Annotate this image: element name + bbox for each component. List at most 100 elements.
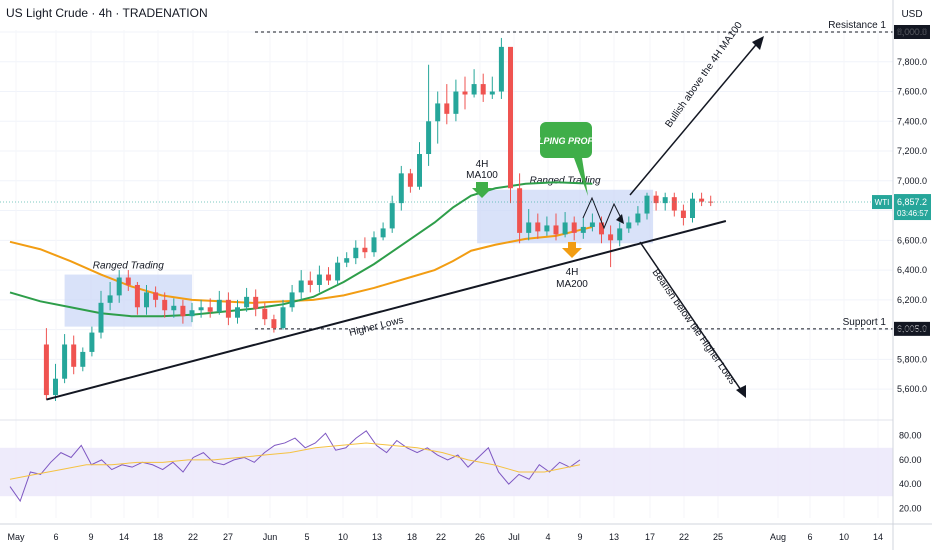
candle-body [435,103,441,122]
time-tick: Jun [263,532,278,542]
candle-body [171,305,177,311]
candle-body [562,222,568,235]
candle-body [608,234,614,241]
time-tick: 18 [407,532,417,542]
price-tag-bg [894,194,931,221]
candle-body [344,258,350,263]
candle-body [71,344,77,367]
ma200-marker [562,242,582,258]
candle-body [708,201,714,203]
time-tick: 9 [577,532,582,542]
candle-body [498,46,504,92]
higher-lows-trendline [46,220,727,401]
candle-body [307,280,313,285]
ma100-marker [472,182,492,198]
candle-body [580,226,586,233]
bullish-arrow [629,39,761,196]
rsi-tick: 60.00 [899,455,922,465]
candle-body [116,277,122,296]
candle-body [517,188,523,233]
candle-body [553,225,559,235]
candle-body [262,308,268,320]
candle-body [398,173,404,204]
candle-body [699,198,705,202]
time-tick: May [7,532,25,542]
level-tag-bg [894,25,930,39]
candle-body [635,213,641,223]
candle-body [335,262,341,281]
candle-body [362,247,368,253]
candle-body [144,292,149,308]
symbol-tag-bg [872,195,892,210]
time-tick: 26 [475,532,485,542]
time-tick: 22 [188,532,198,542]
level-tag: 8,000.0 [897,27,927,37]
candle-body [180,305,186,317]
range-label: Ranged Trading [530,176,601,187]
rsi-ma-line [9,442,581,480]
candle-body [571,222,577,233]
zigzag-projection [582,196,623,230]
time-tick: 6 [807,532,812,542]
candle-body [380,228,386,238]
rsi-tick: 20.00 [899,503,922,513]
time-tick: 25 [713,532,723,542]
support-resistance-levels: Resistance 1 8,000.0 Support 1 6,005.0 [255,20,930,336]
candle-body [426,121,432,155]
candle-body [280,307,286,329]
candle-body [207,307,213,312]
candle-body [189,310,195,317]
scalping-callout [540,122,592,196]
time-tick: 13 [609,532,619,542]
candle-body [289,292,295,308]
bullish-arrow-head [752,36,764,50]
candle-body [480,84,486,95]
rsi-line [9,430,581,503]
level-tag: 6,005.0 [897,324,927,334]
candles [43,37,714,402]
ma200-line [9,225,593,304]
candle-body [244,296,250,308]
candle-body [471,84,477,95]
candle-body [589,222,595,227]
candle-body [153,292,159,300]
price-tick: 6,000.0 [897,325,927,335]
zigzag-arrow-head [616,214,624,224]
time-tick: 10 [338,532,348,542]
price-tick: 7,000.0 [897,176,927,186]
currency-label: USD [901,9,922,20]
candle-body [690,198,695,218]
candle-body [671,197,677,211]
candle-body [326,274,331,281]
time-tick: 13 [372,532,382,542]
time-tick: 9 [88,532,93,542]
rsi-tick: 80.00 [899,431,922,441]
time-tick: 22 [679,532,689,542]
candle-body [599,222,604,235]
price-tick: 7,200.0 [897,146,927,156]
price-tick: 6,600.0 [897,235,927,245]
ma100-label-1: 4H [476,159,489,170]
candle-body [680,210,686,218]
candle-body [444,103,450,114]
price-tick: 7,600.0 [897,87,927,97]
last-price-tag: WTI 6,857.2 03:46:57 [0,194,931,221]
candle-body [453,91,459,114]
bearish-arrow [639,241,744,394]
chart-title: US Light Crude · 4h · TRADENATION [6,6,208,20]
candle-body [43,344,49,396]
price-tick: 8,000.0 [897,27,927,37]
price-tick: 5,800.0 [897,354,927,364]
time-tick: 14 [119,532,129,542]
bearish-arrow-head [736,385,746,398]
price-tick: 6,200.0 [897,295,927,305]
candle-body [626,222,632,229]
level-label: Support 1 [843,317,887,328]
candle-body [125,277,131,285]
time-tick: Aug [770,532,786,542]
candle-body [544,225,550,232]
candle-body [271,319,277,329]
scalping-label: SCALPING PROFITS [519,136,607,146]
time-axis-ticks: May 6 9 14 18 22 27 Jun 5 10 13 18 22 26 Jul 4 9 13 17 22 25… [7,532,883,542]
